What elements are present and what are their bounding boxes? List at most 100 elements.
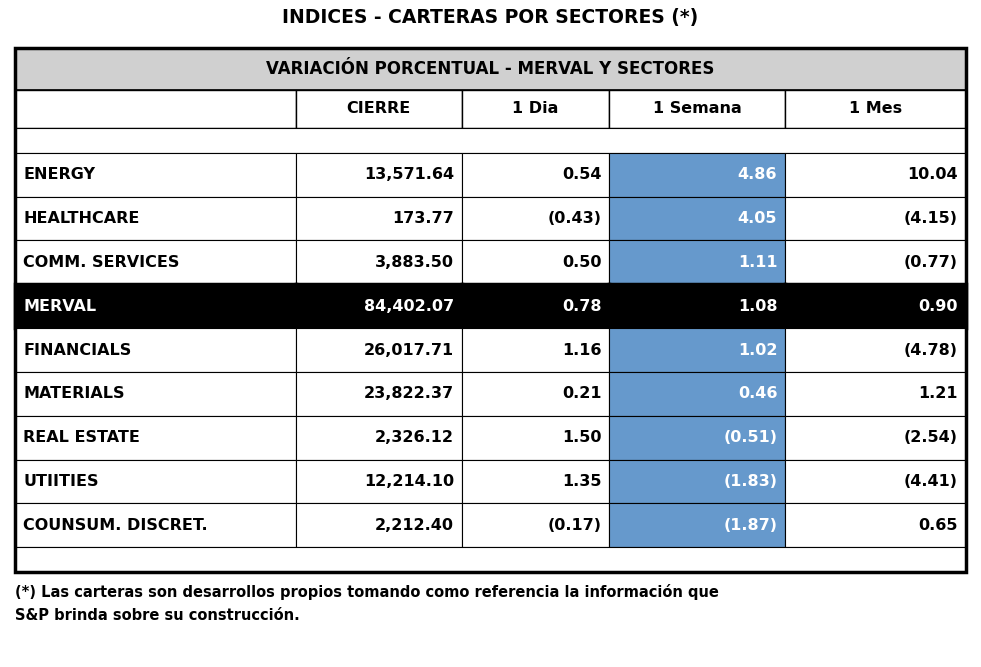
Text: VARIACIÓN PORCENTUAL - MERVAL Y SECTORES: VARIACIÓN PORCENTUAL - MERVAL Y SECTORES [266,60,715,78]
Text: 0.65: 0.65 [918,518,958,533]
Text: 0.21: 0.21 [562,386,601,402]
Bar [15,460,295,504]
Text: (1.83): (1.83) [723,474,777,489]
Text: 3,883.50: 3,883.50 [375,255,454,270]
Bar [609,284,786,328]
Bar [462,328,609,372]
Bar [295,328,462,372]
Bar [462,284,609,328]
Bar [295,416,462,460]
Bar [786,240,966,284]
Bar [609,240,786,284]
Bar [786,90,966,128]
Bar [295,240,462,284]
Bar [15,48,966,572]
Text: S&P brinda sobre su construcción.: S&P brinda sobre su construcción. [15,608,300,623]
Bar [786,372,966,416]
Text: COUNSUM. DISCRET.: COUNSUM. DISCRET. [23,518,208,533]
Bar [15,240,295,284]
Bar [462,416,609,460]
Bar [462,460,609,504]
Bar [15,547,966,572]
Bar [295,90,462,128]
Bar [786,460,966,504]
Text: 4.05: 4.05 [738,211,777,226]
Bar [609,328,786,372]
Text: 1.35: 1.35 [562,474,601,489]
Text: 1.50: 1.50 [562,430,601,445]
Text: (1.87): (1.87) [723,518,777,533]
Text: (0.17): (0.17) [547,518,601,533]
Bar [462,90,609,128]
Bar [462,504,609,547]
Text: 1.02: 1.02 [738,343,777,358]
Text: 4.86: 4.86 [738,167,777,182]
Text: 2,212.40: 2,212.40 [375,518,454,533]
Text: 0.78: 0.78 [562,299,601,313]
Text: CIERRE: CIERRE [346,101,411,117]
Bar [609,460,786,504]
Text: 1.11: 1.11 [738,255,777,270]
Text: 173.77: 173.77 [392,211,454,226]
Bar [15,372,295,416]
Text: (2.54): (2.54) [904,430,958,445]
Bar [462,197,609,240]
Text: 10.04: 10.04 [907,167,958,182]
Text: MERVAL: MERVAL [23,299,96,313]
Text: (4.41): (4.41) [904,474,958,489]
Bar [295,153,462,197]
Text: (0.77): (0.77) [904,255,958,270]
Text: 1.08: 1.08 [738,299,777,313]
Bar [15,328,295,372]
Text: COMM. SERVICES: COMM. SERVICES [23,255,180,270]
Text: 12,214.10: 12,214.10 [364,474,454,489]
Bar [462,240,609,284]
Text: 1.21: 1.21 [918,386,958,402]
Bar [609,197,786,240]
Text: 1 Dia: 1 Dia [512,101,559,117]
Bar [295,284,462,328]
Bar [15,48,966,90]
Bar [786,328,966,372]
Bar [609,372,786,416]
Bar [295,504,462,547]
Text: 23,822.37: 23,822.37 [364,386,454,402]
Text: (0.51): (0.51) [723,430,777,445]
Text: 2,326.12: 2,326.12 [375,430,454,445]
Text: 0.46: 0.46 [738,386,777,402]
Text: 1 Mes: 1 Mes [850,101,903,117]
Text: 0.50: 0.50 [562,255,601,270]
Text: 26,017.71: 26,017.71 [364,343,454,358]
Text: (4.78): (4.78) [904,343,958,358]
Text: UTIITIES: UTIITIES [23,474,98,489]
Bar [15,284,295,328]
Text: FINANCIALS: FINANCIALS [23,343,131,358]
Bar [609,90,786,128]
Bar [786,284,966,328]
Bar [15,197,295,240]
Text: ENERGY: ENERGY [23,167,95,182]
Text: 13,571.64: 13,571.64 [364,167,454,182]
Bar [462,372,609,416]
Bar [15,504,295,547]
Text: 1.16: 1.16 [562,343,601,358]
Bar [15,90,295,128]
Bar [786,504,966,547]
Bar [295,460,462,504]
Text: REAL ESTATE: REAL ESTATE [23,430,140,445]
Text: 0.54: 0.54 [562,167,601,182]
Bar [786,197,966,240]
Text: HEALTHCARE: HEALTHCARE [23,211,139,226]
Bar [15,128,966,153]
Text: INDICES - CARTERAS POR SECTORES (*): INDICES - CARTERAS POR SECTORES (*) [283,9,698,27]
Text: 84,402.07: 84,402.07 [364,299,454,313]
Text: 1 Semana: 1 Semana [653,101,742,117]
Bar [609,504,786,547]
Bar [786,153,966,197]
Bar [15,153,295,197]
Bar [609,153,786,197]
Text: (*) Las carteras son desarrollos propios tomando como referencia la información : (*) Las carteras son desarrollos propios… [15,584,719,600]
Bar [295,197,462,240]
Text: (0.43): (0.43) [547,211,601,226]
Bar [15,416,295,460]
